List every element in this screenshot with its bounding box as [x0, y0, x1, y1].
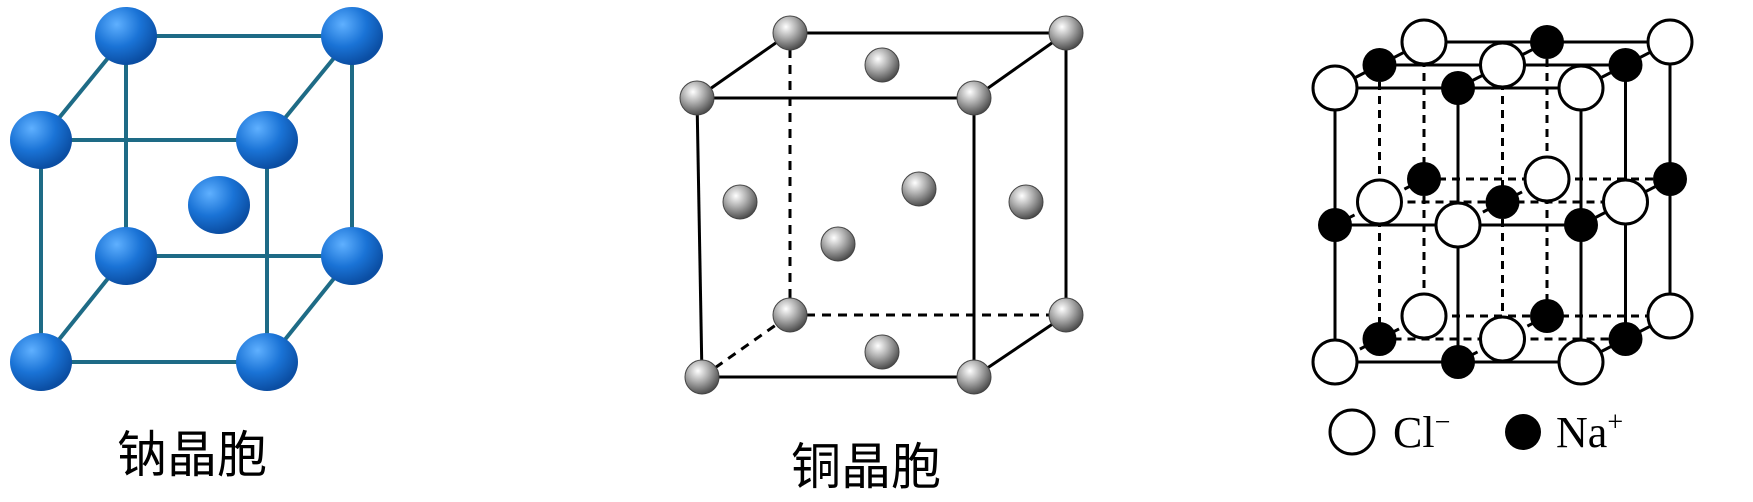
chloride-ion	[1646, 292, 1694, 340]
sodium-ion	[1318, 208, 1352, 242]
copper-atom	[956, 359, 992, 395]
chloride-ion	[1479, 315, 1526, 363]
copper-atom	[901, 171, 937, 207]
copper-atom	[1048, 15, 1084, 51]
sodium-atom	[321, 227, 383, 285]
chloride-ion	[1434, 201, 1482, 249]
chloride-ion	[1557, 338, 1605, 386]
legend: Cl− Na+	[1328, 407, 1623, 457]
sodium-ion	[1608, 322, 1643, 356]
cell-edge	[973, 31, 1067, 100]
cell-edge	[696, 31, 791, 100]
sodium-atom	[236, 111, 298, 169]
sodium-atom	[10, 111, 72, 169]
copper-atom	[864, 47, 900, 83]
chloride-ion	[1479, 41, 1526, 89]
chloride-ion	[1311, 338, 1359, 386]
sodium-ion	[1441, 71, 1475, 105]
chloride-ion	[1400, 292, 1448, 340]
copper-atom	[684, 359, 720, 395]
copper-cell-label: 铜晶胞	[791, 438, 941, 496]
cl-legend-marker	[1328, 408, 1376, 456]
copper-unit-cell	[679, 15, 1084, 395]
sodium-ion	[1485, 185, 1520, 219]
sodium-ion	[1653, 162, 1687, 196]
hidden-cell-edge	[701, 313, 791, 379]
copper-atom	[1048, 297, 1084, 333]
na-legend-label: Na+	[1556, 407, 1623, 457]
sodium-cell-label: 钠晶胞	[117, 426, 267, 484]
cell-edge	[973, 313, 1067, 379]
sodium-ion	[1608, 48, 1643, 82]
chloride-ion	[1356, 178, 1403, 226]
na-legend-marker	[1505, 414, 1541, 450]
sodium-unit-cell	[10, 7, 383, 391]
copper-atom	[722, 184, 758, 220]
copper-atom	[772, 15, 808, 51]
nacl-lattice	[1311, 18, 1694, 386]
copper-atom	[679, 80, 715, 116]
copper-atom	[1008, 184, 1044, 220]
cell-edge	[695, 97, 704, 378]
copper-atom	[864, 334, 900, 370]
sodium-atom	[95, 7, 157, 65]
sodium-atom	[188, 176, 250, 234]
copper-atom	[772, 297, 808, 333]
sodium-atom	[10, 333, 72, 391]
sodium-atom	[95, 227, 157, 285]
sodium-ion	[1530, 25, 1564, 59]
sodium-ion	[1362, 322, 1397, 356]
cl-legend-label: Cl−	[1393, 407, 1450, 457]
chloride-ion	[1646, 18, 1694, 66]
chloride-ion	[1400, 18, 1448, 66]
sodium-ion	[1407, 162, 1441, 196]
chloride-ion	[1523, 155, 1571, 203]
chloride-ion	[1602, 178, 1649, 226]
copper-atom	[956, 80, 992, 116]
sodium-ion	[1530, 299, 1564, 333]
sodium-atom	[321, 7, 383, 65]
sodium-ion	[1564, 208, 1598, 242]
sodium-ion	[1362, 48, 1397, 82]
copper-atom	[820, 226, 856, 262]
chloride-ion	[1311, 64, 1359, 112]
chloride-ion	[1557, 64, 1605, 112]
sodium-ion	[1441, 345, 1475, 379]
sodium-atom	[236, 333, 298, 391]
